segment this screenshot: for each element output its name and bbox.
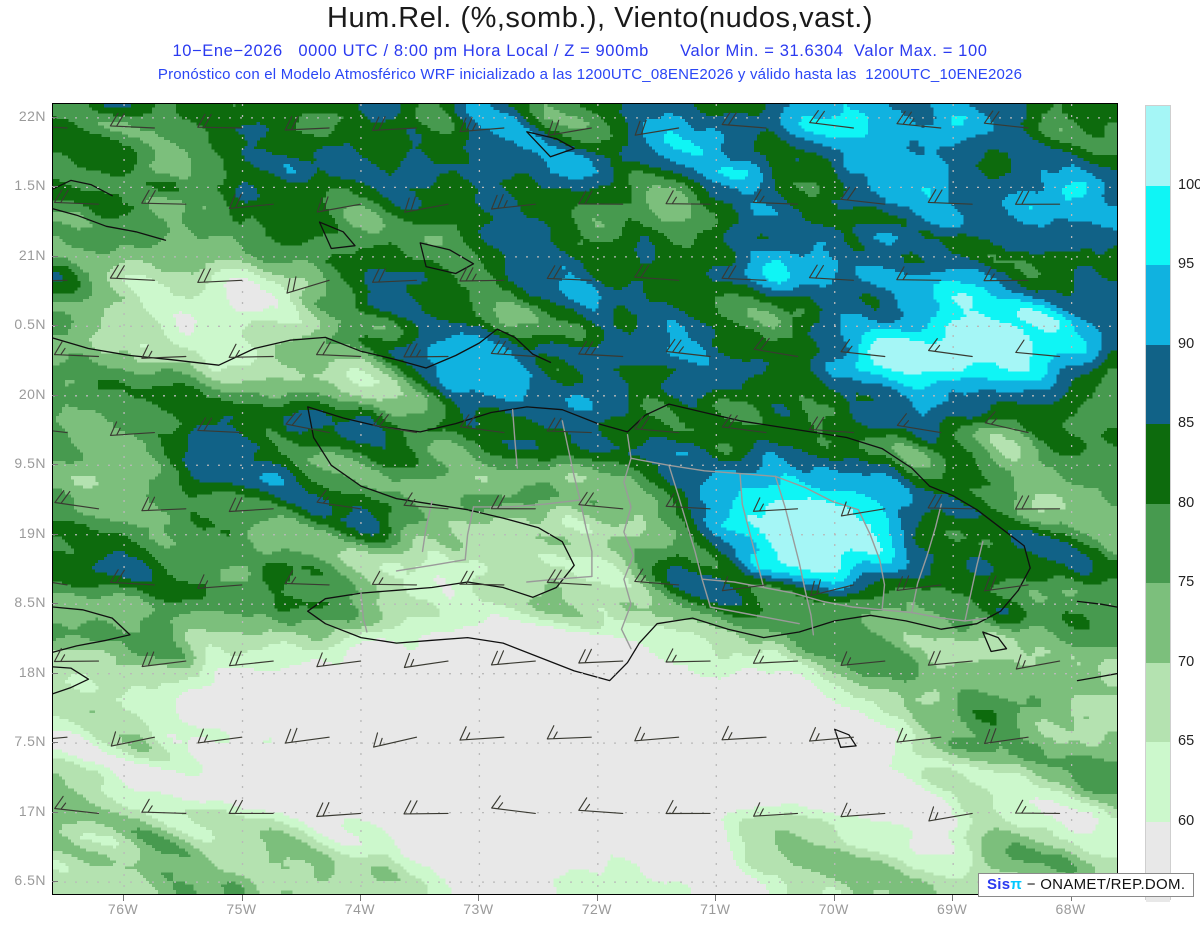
- lon-tick-label: 72W: [582, 901, 612, 917]
- colorbar-tick-label: 90: [1178, 336, 1194, 352]
- lat-tick-label: 19N: [19, 525, 46, 541]
- lon-tick-mark: [123, 895, 124, 901]
- lon-tick-mark: [478, 895, 479, 901]
- colorbar-segment: [1146, 742, 1170, 822]
- lat-tick-mark: [52, 673, 58, 674]
- colorbar-tick-label: 75: [1178, 574, 1194, 590]
- lon-tick-label: 73W: [463, 901, 493, 917]
- colorbar-segment: [1146, 663, 1170, 743]
- subtitle-line-2: Pronóstico con el Modelo Atmosférico WRF…: [0, 66, 1180, 83]
- map-canvas: [53, 104, 1118, 895]
- lon-tick-mark: [715, 895, 716, 901]
- lat-tick-mark: [52, 325, 58, 326]
- lon-tick-mark: [242, 895, 243, 901]
- lat-tick-mark: [52, 186, 58, 187]
- logo-brand-prefix: Sis: [987, 876, 1010, 893]
- colorbar-tick-label: 65: [1178, 733, 1194, 749]
- lat-tick-label: 17N: [19, 803, 46, 819]
- lon-tick-mark: [952, 895, 953, 901]
- lat-tick-label: 18N: [19, 664, 46, 680]
- colorbar-segment: [1146, 583, 1170, 663]
- lat-tick-mark: [52, 812, 58, 813]
- colorbar-segment: [1146, 265, 1170, 345]
- lat-tick-label: 21N: [19, 247, 46, 263]
- lat-tick-mark: [52, 464, 58, 465]
- lat-tick-mark: [52, 603, 58, 604]
- lon-tick-mark: [834, 895, 835, 901]
- lat-tick-label: 7.5N: [14, 733, 46, 749]
- lat-tick-label: 8.5N: [14, 594, 46, 610]
- lon-tick-label: 76W: [108, 901, 138, 917]
- colorbar-segment: [1146, 424, 1170, 504]
- subtitle-line-1: 10−Ene−2026 0000 UTC / 8:00 pm Hora Loca…: [0, 42, 1160, 61]
- colorbar-tick-label: 80: [1178, 495, 1194, 511]
- lat-tick-label: 6.5N: [14, 872, 46, 888]
- colorbar-segment: [1146, 504, 1170, 584]
- lat-tick-mark: [52, 256, 58, 257]
- map-plot-area: [52, 103, 1118, 895]
- colorbar-segment: [1146, 106, 1170, 186]
- lon-tick-label: 71W: [700, 901, 730, 917]
- humidity-contour-map: [52, 103, 1118, 895]
- lon-tick-mark: [597, 895, 598, 901]
- colorbar-tick-label: 85: [1178, 415, 1194, 431]
- logo-pi-icon: π: [1010, 876, 1022, 893]
- agency-logo: Sisπ − ONAMET/REP.DOM.: [978, 873, 1194, 897]
- lat-tick-mark: [52, 117, 58, 118]
- lat-tick-mark: [52, 534, 58, 535]
- logo-agency-text: − ONAMET/REP.DOM.: [1027, 876, 1186, 893]
- colorbar-segment: [1146, 186, 1170, 266]
- colorbar-tick-label: 95: [1178, 256, 1194, 272]
- lon-tick-label: 75W: [226, 901, 256, 917]
- colorbar-tick-label: 70: [1178, 654, 1194, 670]
- lat-tick-mark: [52, 881, 58, 882]
- lat-tick-label: 0.5N: [14, 316, 46, 332]
- lat-tick-mark: [52, 742, 58, 743]
- colorbar-tick-label: 60: [1178, 813, 1194, 829]
- colorbar-tick-label: 100: [1178, 177, 1200, 193]
- lon-tick-label: 74W: [345, 901, 375, 917]
- lat-tick-label: 9.5N: [14, 455, 46, 471]
- page-title: Hum.Rel. (%,somb.), Viento(nudos,vast.): [0, 2, 1200, 35]
- lon-tick-label: 68W: [1055, 901, 1085, 917]
- lon-tick-label: 69W: [937, 901, 967, 917]
- colorbar-segment: [1146, 345, 1170, 425]
- lon-tick-mark: [360, 895, 361, 901]
- lat-tick-label: 1.5N: [14, 177, 46, 193]
- lat-tick-mark: [52, 395, 58, 396]
- lat-tick-label: 20N: [19, 386, 46, 402]
- lon-tick-label: 70W: [819, 901, 849, 917]
- lat-tick-label: 22N: [19, 108, 46, 124]
- colorbar: [1145, 105, 1171, 900]
